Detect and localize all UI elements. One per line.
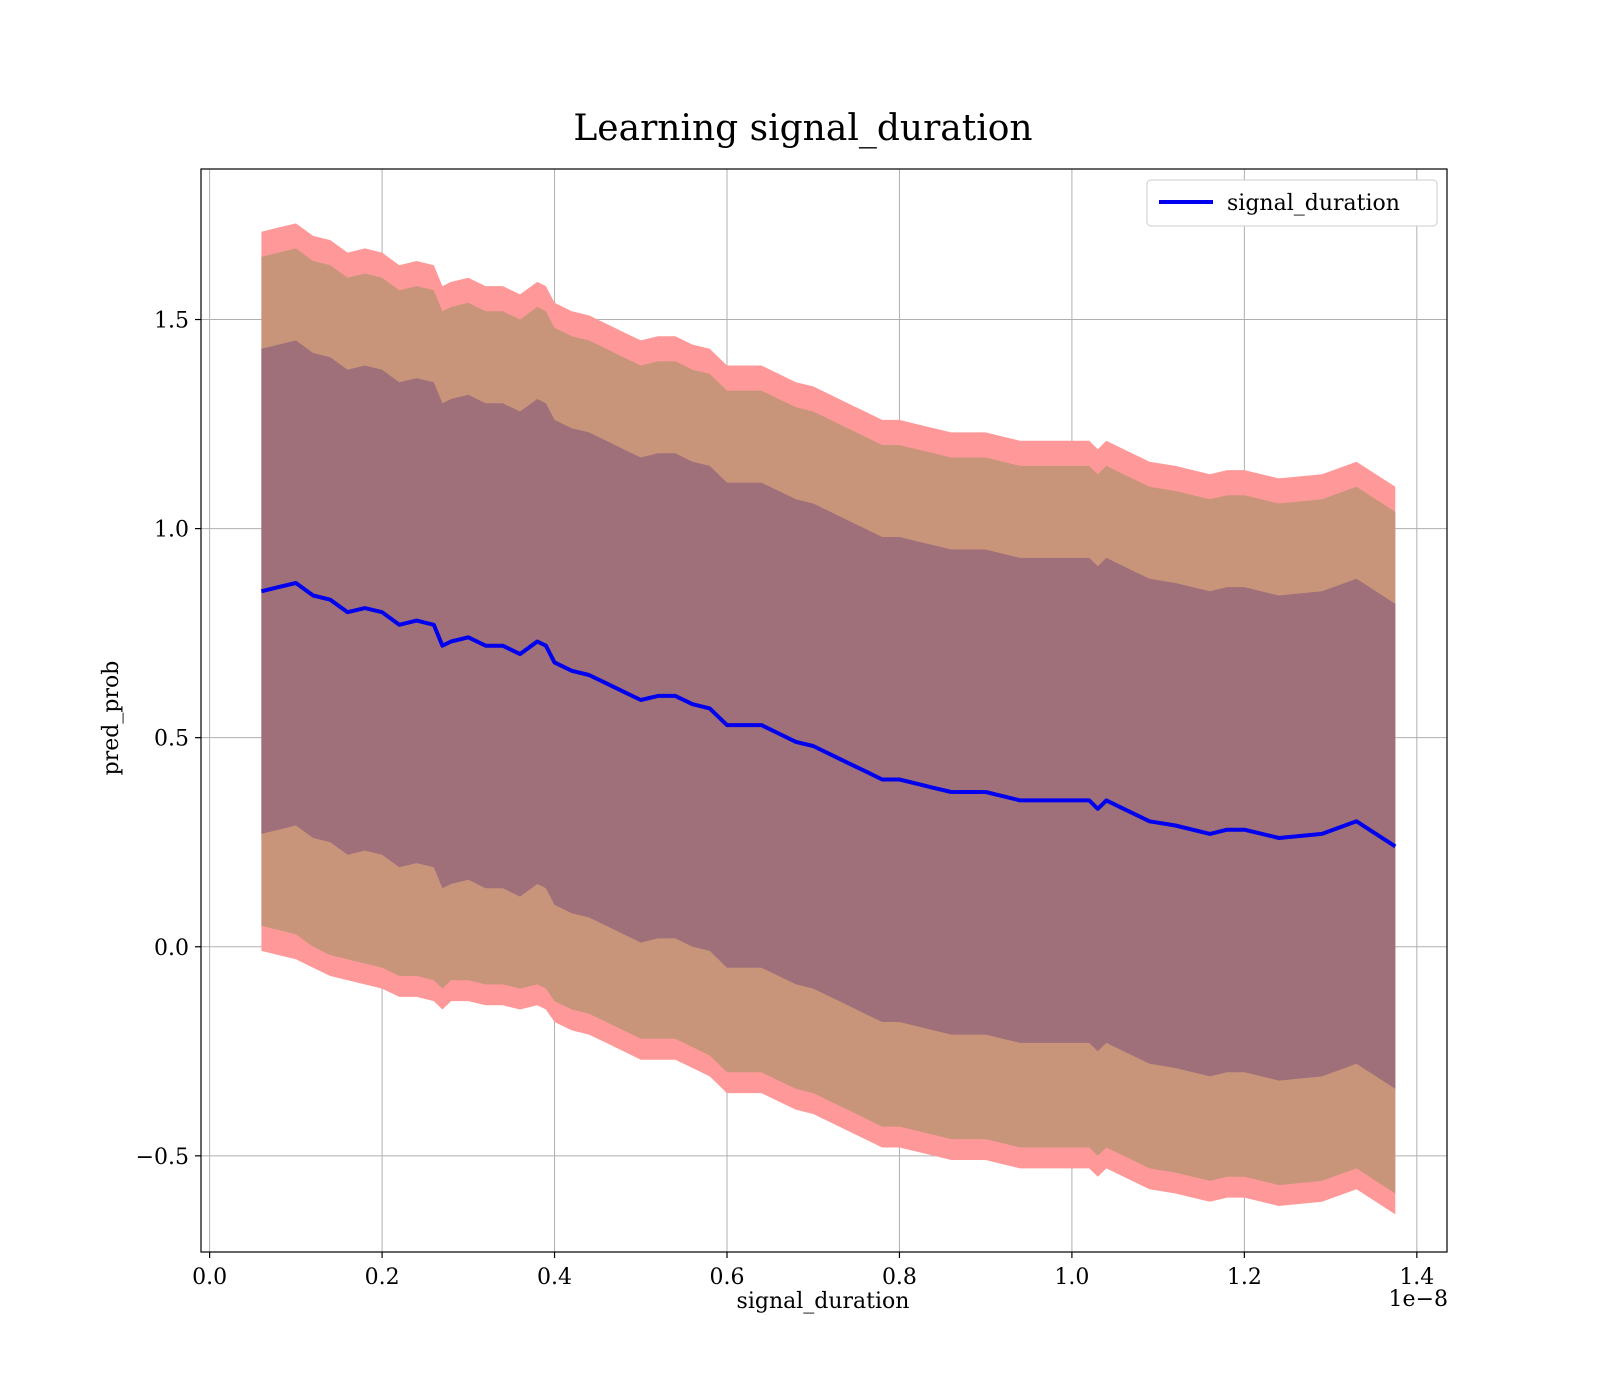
y-axis-label: pred_prob	[99, 661, 124, 776]
x-tick-label: 1.0	[1054, 1265, 1089, 1290]
x-axis-label: signal_duration	[737, 1289, 910, 1314]
x-axis-offset-label: 1e−8	[1389, 1287, 1448, 1312]
chart-title: Learning signal_duration	[573, 108, 1032, 149]
series-line-signal-duration	[260, 581, 1397, 849]
y-tick-label: −0.5	[136, 1145, 189, 1170]
x-tick-label: 1.2	[1227, 1265, 1262, 1290]
y-tick-label: 0.5	[154, 727, 189, 752]
y-tick-label: 1.5	[154, 309, 189, 334]
x-tick-label: 0.4	[537, 1265, 572, 1290]
y-tick-label: 0.0	[154, 936, 189, 961]
band-inner	[261, 340, 1396, 1089]
plot-frame	[200, 168, 1448, 1253]
x-tick-label: 0.8	[882, 1265, 917, 1290]
y-axis-ticks: −0.5 0.0 0.5 1.0 1.5	[136, 309, 201, 1170]
legend: signal_duration	[1146, 179, 1438, 227]
x-axis-ticks: 0.0 0.2 0.4 0.6 0.8 1.0 1.2 1.4	[192, 1252, 1434, 1290]
x-tick-label: 0.6	[709, 1265, 744, 1290]
legend-label: signal_duration	[1227, 191, 1400, 216]
series-lines	[260, 581, 1397, 849]
x-tick-label: 0.0	[192, 1265, 227, 1290]
legend-box	[1146, 179, 1438, 227]
y-tick-label: 1.0	[154, 518, 189, 543]
confidence-bands	[261, 223, 1396, 1215]
x-tick-label: 0.2	[365, 1265, 400, 1290]
x-tick-label: 1.4	[1399, 1265, 1434, 1290]
